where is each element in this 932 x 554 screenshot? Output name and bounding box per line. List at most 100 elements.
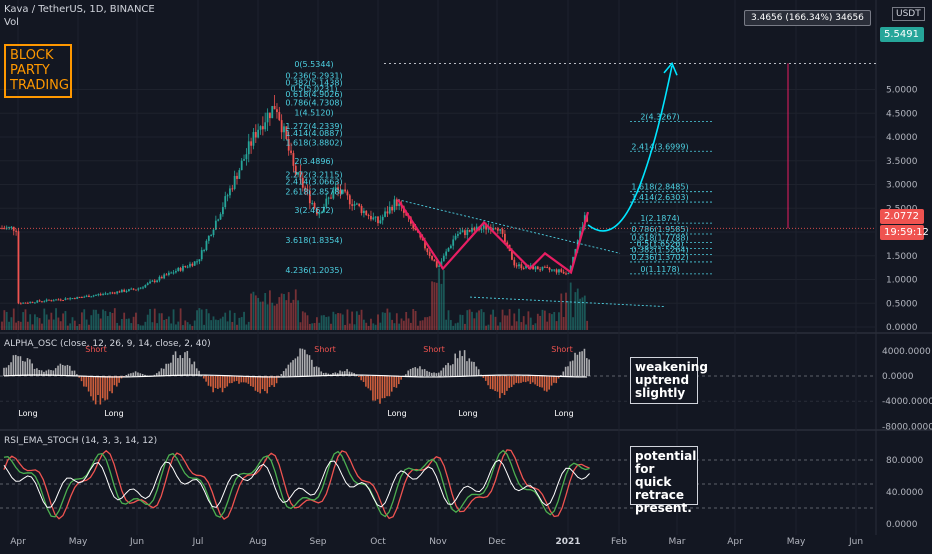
osc-bar bbox=[245, 376, 247, 383]
volume-bar bbox=[266, 304, 269, 330]
rsi-line bbox=[3, 459, 590, 508]
volume-bar bbox=[386, 308, 389, 330]
osc-bar bbox=[454, 353, 456, 376]
stoch-d-line bbox=[3, 449, 590, 519]
volume-bar bbox=[431, 281, 433, 330]
osc-bar bbox=[308, 355, 311, 376]
currency-button[interactable]: USDT bbox=[892, 7, 925, 21]
candle-body bbox=[22, 302, 25, 304]
volume-bar bbox=[15, 322, 17, 330]
osc-bar bbox=[116, 376, 118, 387]
candle-body bbox=[156, 280, 158, 283]
osc-bar bbox=[125, 375, 127, 377]
stoch-note-line: for quick bbox=[635, 462, 672, 489]
fib-left-label: 1.272(4.2339) bbox=[285, 122, 342, 131]
osc-bar bbox=[405, 374, 407, 376]
volume-bar bbox=[299, 322, 302, 330]
volume-bar bbox=[482, 312, 485, 330]
candle-body bbox=[203, 250, 205, 252]
candle-body bbox=[466, 229, 469, 236]
candle-body bbox=[325, 198, 328, 207]
candle-body bbox=[62, 300, 64, 302]
osc-bar bbox=[492, 376, 494, 390]
candle-body bbox=[316, 208, 318, 215]
osc-bar bbox=[442, 367, 445, 376]
volume-bar bbox=[210, 320, 213, 330]
candle-body bbox=[106, 293, 109, 295]
oscillator-note-line: uptrend bbox=[635, 373, 690, 387]
candle-body bbox=[186, 266, 189, 268]
long-signal-label: Long bbox=[554, 409, 573, 418]
candle-body bbox=[226, 195, 229, 197]
volume-bar bbox=[167, 316, 170, 330]
volume-bar bbox=[454, 323, 457, 330]
osc-bar bbox=[301, 348, 304, 376]
osc-bar bbox=[19, 356, 22, 376]
candle-body bbox=[17, 231, 20, 304]
fib-left-label: 0.618(4.9026) bbox=[285, 90, 342, 99]
candle-body bbox=[555, 269, 558, 273]
candle-body bbox=[160, 276, 163, 279]
volume-bar bbox=[351, 311, 354, 330]
volume-bar bbox=[421, 320, 424, 330]
fib-right-label: 0(1.1178) bbox=[640, 265, 679, 274]
volume-bar bbox=[471, 311, 473, 330]
osc-bar bbox=[449, 365, 452, 376]
volume-bar bbox=[518, 308, 520, 330]
volume-bar bbox=[224, 312, 227, 330]
volume-bar bbox=[572, 317, 574, 330]
volume-bar bbox=[153, 308, 156, 330]
osc-bar bbox=[83, 376, 85, 387]
candle-body bbox=[116, 291, 119, 294]
projection-arrow bbox=[663, 61, 678, 76]
volume-bar bbox=[73, 320, 76, 330]
candle-body bbox=[543, 266, 546, 268]
candle-body bbox=[146, 283, 149, 285]
osc-bar bbox=[155, 373, 158, 376]
volume-bar bbox=[379, 322, 382, 330]
volume-bar bbox=[292, 299, 295, 330]
candle-body bbox=[102, 293, 104, 295]
volume-bar bbox=[468, 309, 471, 330]
brand-line-3: TRADING bbox=[10, 78, 69, 93]
candle-body bbox=[308, 190, 311, 204]
osc-bar bbox=[315, 366, 318, 376]
candle-body bbox=[372, 217, 375, 220]
osc-bar bbox=[271, 376, 273, 386]
y-tick-label: 0.0000 bbox=[886, 323, 918, 333]
candle-body bbox=[191, 263, 194, 266]
candle-body bbox=[142, 287, 144, 289]
candle-body bbox=[301, 177, 304, 188]
volume-bar bbox=[320, 315, 323, 330]
volume-bar bbox=[57, 317, 60, 330]
osc-bar bbox=[386, 376, 388, 397]
volume-bar bbox=[294, 289, 297, 330]
osc-bar bbox=[137, 372, 139, 376]
candle-body bbox=[172, 272, 175, 274]
osc-bar bbox=[202, 376, 205, 379]
volume-bar bbox=[374, 324, 377, 330]
osc-bar bbox=[47, 369, 50, 376]
candle-body bbox=[189, 263, 191, 267]
candle-body bbox=[560, 269, 563, 272]
candle-body bbox=[243, 159, 245, 161]
candle-body bbox=[447, 248, 450, 252]
volume-bar bbox=[513, 313, 516, 330]
osc-bar bbox=[228, 376, 231, 384]
osc-bar bbox=[320, 371, 323, 376]
volume-bar bbox=[384, 312, 386, 330]
fib-left-label: 0.5(5.0231) bbox=[291, 84, 338, 93]
candle-body bbox=[214, 220, 217, 230]
volume-bar bbox=[435, 282, 438, 330]
volume-bar bbox=[395, 313, 398, 330]
candle-body bbox=[252, 132, 255, 146]
volume-bar bbox=[71, 317, 74, 330]
osc-bar bbox=[414, 367, 417, 376]
volume-bar bbox=[36, 317, 39, 330]
volume-bar bbox=[440, 283, 443, 330]
volume-bar bbox=[257, 297, 260, 330]
osc-bar bbox=[66, 364, 69, 376]
osc-bar bbox=[210, 376, 212, 387]
